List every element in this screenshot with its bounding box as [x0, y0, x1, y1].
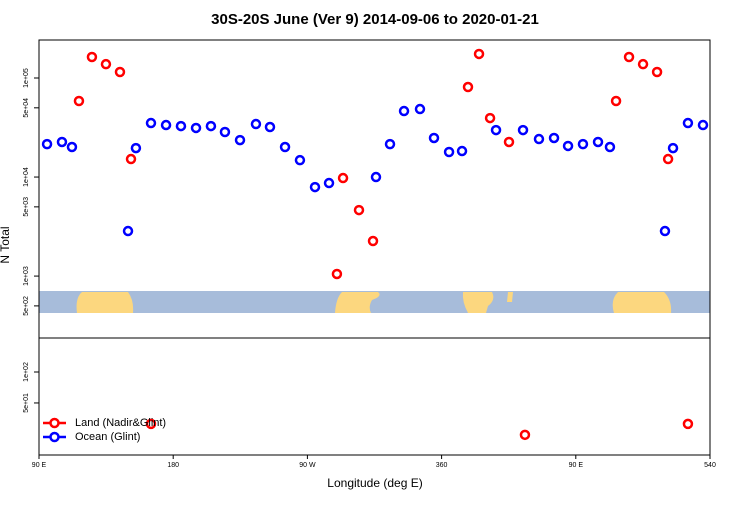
- legend-marker: [49, 431, 60, 443]
- legend-label: Ocean (Glint): [75, 431, 140, 443]
- data-point: [145, 117, 157, 129]
- legend-label: Land (Nadir&Glint): [75, 417, 166, 429]
- data-point: [367, 235, 379, 247]
- y-tick-label: 1e+03: [23, 266, 30, 286]
- data-point: [160, 119, 172, 131]
- data-point: [219, 126, 231, 138]
- data-point: [637, 58, 649, 70]
- y-tick-label: 5e+01: [23, 393, 30, 413]
- x-tick-label: 360: [436, 462, 448, 469]
- map-strip: [39, 291, 710, 313]
- data-point: [309, 181, 321, 193]
- data-point: [175, 120, 187, 132]
- data-point: [562, 140, 574, 152]
- chart-title: 30S-20S June (Ver 9) 2014-09-06 to 2020-…: [211, 11, 539, 28]
- y-axis-label: N Total: [0, 226, 12, 263]
- x-tick-label: 90 E: [569, 462, 584, 469]
- y-tick-label: 1e+05: [23, 68, 30, 88]
- data-point: [370, 171, 382, 183]
- data-point: [682, 418, 694, 430]
- data-point: [577, 138, 589, 150]
- y-tick-label: 5e+02: [23, 296, 30, 316]
- data-point: [250, 118, 262, 130]
- x-tick-label: 90 E: [32, 462, 47, 469]
- data-point: [66, 141, 78, 153]
- data-point: [623, 51, 635, 63]
- y-tick-label: 1e+02: [23, 362, 30, 382]
- data-point: [517, 124, 529, 136]
- data-point: [548, 132, 560, 144]
- y-tick-label: 5e+04: [23, 98, 30, 118]
- data-point: [114, 66, 126, 78]
- data-point: [294, 154, 306, 166]
- data-point: [651, 66, 663, 78]
- data-point: [490, 124, 502, 136]
- data-point: [473, 48, 485, 60]
- x-tick-label: 540: [704, 462, 716, 469]
- data-point: [100, 58, 112, 70]
- y-tick-label: 1e+04: [23, 167, 30, 187]
- x-tick-label: 90 W: [299, 462, 316, 469]
- data-point: [604, 141, 616, 153]
- data-point: [384, 138, 396, 150]
- data-point: [56, 136, 68, 148]
- x-axis-label: Longitude (deg E): [327, 476, 422, 490]
- data-point: [122, 225, 134, 237]
- data-point: [592, 136, 604, 148]
- data-point: [443, 146, 455, 158]
- x-tick-label: 180: [167, 462, 179, 469]
- data-point: [264, 121, 276, 133]
- y-tick-label: 5e+03: [23, 197, 30, 217]
- data-point: [659, 225, 671, 237]
- data-point: [279, 141, 291, 153]
- data-point: [662, 153, 674, 165]
- legend-marker: [49, 417, 60, 429]
- data-point: [456, 145, 468, 157]
- data-point: [234, 134, 246, 146]
- data-point: [414, 103, 426, 115]
- data-point: [667, 142, 679, 154]
- data-point: [73, 95, 85, 107]
- data-point: [125, 153, 137, 165]
- data-point: [337, 172, 349, 184]
- data-point: [130, 142, 142, 154]
- data-point: [533, 133, 545, 145]
- data-point: [682, 117, 694, 129]
- data-point: [462, 81, 474, 93]
- data-point: [86, 51, 98, 63]
- plot-frame: [38, 337, 711, 456]
- data-point: [190, 122, 202, 134]
- data-point: [503, 136, 515, 148]
- data-point: [398, 105, 410, 117]
- data-point: [519, 429, 531, 441]
- data-point: [428, 132, 440, 144]
- data-point: [484, 112, 496, 124]
- data-point: [145, 418, 157, 430]
- data-point: [610, 95, 622, 107]
- data-point: [331, 268, 343, 280]
- data-point: [323, 177, 335, 189]
- data-point: [697, 119, 709, 131]
- data-point: [41, 138, 53, 150]
- data-point: [353, 204, 365, 216]
- data-point: [205, 120, 217, 132]
